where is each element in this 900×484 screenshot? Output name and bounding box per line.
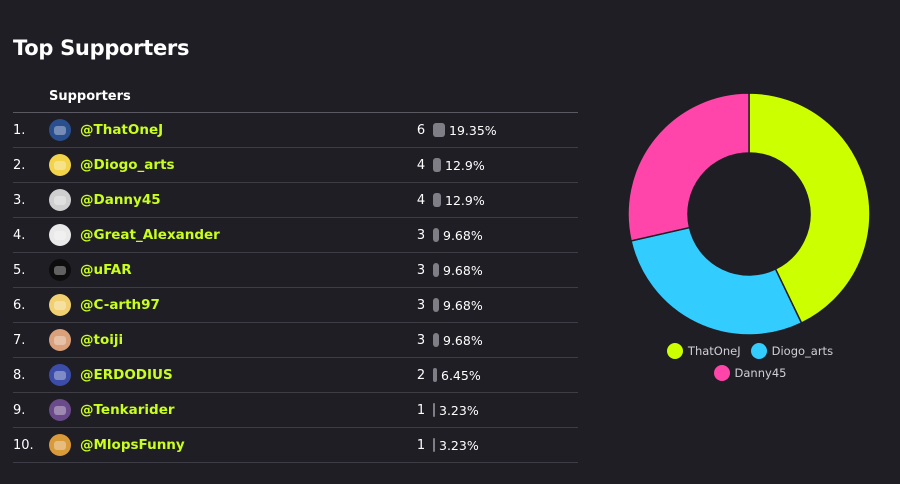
- rank-number: 1.: [13, 122, 26, 138]
- column-header-supporters: Supporters: [49, 88, 131, 104]
- percent-bar: [433, 228, 439, 242]
- percent-label: 12.9%: [445, 157, 485, 173]
- avatar-image-icon: [54, 230, 66, 240]
- support-count: 4: [416, 192, 426, 208]
- rank-number: 9.: [13, 402, 26, 418]
- percent-label: 9.68%: [443, 297, 483, 313]
- table-row: 4. @Great_Alexander 3 9.68%: [13, 218, 578, 253]
- table-row: 9. @Tenkarider 1 3.23%: [13, 393, 578, 428]
- legend-item[interactable]: Diogo_arts: [750, 343, 834, 359]
- percent-label: 6.45%: [441, 367, 481, 383]
- avatar[interactable]: [49, 294, 71, 316]
- avatar[interactable]: [49, 434, 71, 456]
- supporter-name-link[interactable]: @Danny45: [80, 192, 161, 208]
- donut-slice-danny45[interactable]: [627, 92, 750, 242]
- legend-item[interactable]: ThatOneJ: [666, 343, 741, 359]
- table-row: 10. @MlopsFunny 1 3.23%: [13, 428, 578, 463]
- percent-bar: [433, 193, 441, 207]
- support-count: 1: [416, 437, 426, 453]
- legend-label: ThatOneJ: [687, 344, 741, 358]
- supporter-name-link[interactable]: @Great_Alexander: [80, 227, 220, 243]
- support-count: 3: [416, 262, 426, 278]
- percent-bar: [433, 368, 437, 382]
- avatar-image-icon: [54, 300, 66, 310]
- percent-bar: [433, 263, 439, 277]
- percent-bar: [433, 403, 435, 417]
- donut-chart: [620, 88, 880, 388]
- legend-item[interactable]: Danny45: [713, 365, 787, 381]
- avatar[interactable]: [49, 399, 71, 421]
- avatar[interactable]: [49, 364, 71, 386]
- table-row: 3. @Danny45 4 12.9%: [13, 183, 578, 218]
- supporter-name-link[interactable]: @uFAR: [80, 262, 132, 278]
- avatar-image-icon: [54, 335, 66, 345]
- table-row: 6. @C-arth97 3 9.68%: [13, 288, 578, 323]
- supporter-name-link[interactable]: @Tenkarider: [80, 402, 175, 418]
- rank-number: 4.: [13, 227, 26, 243]
- supporter-name-link[interactable]: @C-arth97: [80, 297, 160, 313]
- support-count: 3: [416, 297, 426, 313]
- table-header: Supporters: [13, 80, 578, 113]
- avatar[interactable]: [49, 329, 71, 351]
- chart-legend: ThatOneJ Diogo_arts Danny45: [630, 340, 870, 384]
- percent-bar: [433, 333, 439, 347]
- avatar[interactable]: [49, 224, 71, 246]
- percent-label: 12.9%: [445, 192, 485, 208]
- percent-label: 3.23%: [439, 402, 479, 418]
- supporter-name-link[interactable]: @MlopsFunny: [80, 437, 185, 453]
- avatar[interactable]: [49, 189, 71, 211]
- avatar-image-icon: [54, 405, 66, 415]
- support-count: 1: [416, 402, 426, 418]
- rank-number: 8.: [13, 367, 26, 383]
- legend-label: Danny45: [734, 366, 787, 380]
- supporter-name-link[interactable]: @toiji: [80, 332, 124, 348]
- legend-swatch-icon: [713, 365, 730, 381]
- rank-number: 5.: [13, 262, 26, 278]
- table-row: 8. @ERDODIUS 2 6.45%: [13, 358, 578, 393]
- table-row: 7. @toiji 3 9.68%: [13, 323, 578, 358]
- table-row: 5. @uFAR 3 9.68%: [13, 253, 578, 288]
- support-count: 2: [416, 367, 426, 383]
- support-count: 3: [416, 227, 426, 243]
- avatar-image-icon: [54, 160, 66, 170]
- table-row: 1. @ThatOneJ 6 19.35%: [13, 113, 578, 148]
- percent-bar: [433, 158, 441, 172]
- rank-number: 3.: [13, 192, 26, 208]
- supporter-name-link[interactable]: @Diogo_arts: [80, 157, 175, 173]
- avatar-image-icon: [54, 195, 66, 205]
- avatar-image-icon: [54, 125, 66, 135]
- donut-slice-thatonej[interactable]: [748, 92, 871, 325]
- page-title: Top Supporters: [13, 36, 190, 60]
- legend-swatch-icon: [750, 343, 767, 359]
- avatar-image-icon: [54, 440, 66, 450]
- percent-label: 19.35%: [449, 122, 497, 138]
- percent-label: 3.23%: [439, 437, 479, 453]
- donut-slice-diogo-arts[interactable]: [630, 226, 803, 336]
- legend-label: Diogo_arts: [771, 344, 834, 358]
- support-count: 3: [416, 332, 426, 348]
- percent-bar: [433, 123, 445, 137]
- donut-chart-svg: [627, 92, 871, 336]
- avatar-image-icon: [54, 265, 66, 275]
- percent-label: 9.68%: [443, 332, 483, 348]
- percent-label: 9.68%: [443, 227, 483, 243]
- rank-number: 7.: [13, 332, 26, 348]
- avatar-image-icon: [54, 370, 66, 380]
- percent-label: 9.68%: [443, 262, 483, 278]
- supporter-name-link[interactable]: @ThatOneJ: [80, 122, 164, 138]
- support-count: 4: [416, 157, 426, 173]
- avatar[interactable]: [49, 154, 71, 176]
- avatar[interactable]: [49, 259, 71, 281]
- rank-number: 2.: [13, 157, 26, 173]
- rank-number: 10.: [13, 437, 34, 453]
- percent-bar: [433, 298, 439, 312]
- supporter-name-link[interactable]: @ERDODIUS: [80, 367, 173, 383]
- legend-swatch-icon: [666, 343, 683, 359]
- avatar[interactable]: [49, 119, 71, 141]
- rank-number: 6.: [13, 297, 26, 313]
- table-row: 2. @Diogo_arts 4 12.9%: [13, 148, 578, 183]
- supporters-table: Supporters 1. @ThatOneJ 6 19.35% 2. @Diogo_ar…: [13, 80, 578, 463]
- percent-bar: [433, 438, 435, 452]
- support-count: 6: [416, 122, 426, 138]
